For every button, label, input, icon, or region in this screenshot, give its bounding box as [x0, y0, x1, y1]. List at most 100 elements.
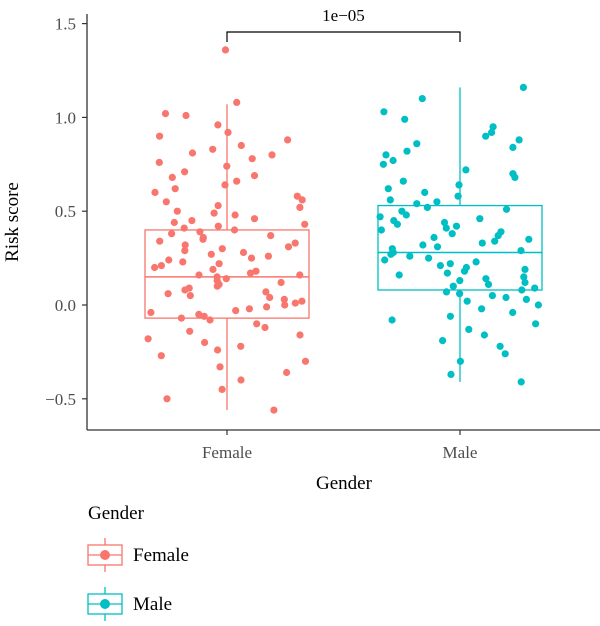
data-point: [216, 363, 224, 371]
data-point: [250, 215, 259, 223]
data-point: [173, 207, 181, 215]
y-tick-label: 1.5: [55, 15, 76, 34]
data-point: [488, 128, 496, 136]
data-point: [180, 224, 188, 232]
legend: Gender Female Male: [87, 503, 189, 621]
data-point: [403, 147, 411, 155]
data-point: [393, 220, 401, 228]
data-point: [455, 181, 463, 189]
data-point: [222, 275, 230, 283]
data-point: [296, 271, 304, 279]
data-point: [196, 228, 204, 236]
data-point: [531, 284, 539, 292]
data-point: [446, 260, 454, 268]
data-point: [188, 149, 197, 157]
data-point: [509, 308, 517, 317]
data-point: [209, 265, 217, 273]
data-point: [214, 346, 222, 354]
data-point: [509, 143, 517, 151]
data-point: [440, 218, 449, 227]
data-point: [298, 196, 306, 204]
data-point: [401, 115, 409, 123]
data-point: [280, 295, 288, 303]
data-point: [491, 237, 499, 245]
p-value-label: 1e−05: [322, 6, 365, 25]
data-point: [494, 232, 502, 240]
data-point: [442, 288, 451, 296]
data-point: [525, 235, 533, 243]
data-point: [171, 185, 179, 193]
data-point: [298, 297, 306, 305]
data-point: [214, 121, 222, 129]
data-point: [482, 132, 490, 140]
data-point: [155, 158, 163, 166]
data-point: [221, 181, 229, 189]
axes: [86, 14, 600, 431]
data-point: [413, 200, 421, 208]
data-point: [518, 286, 526, 294]
data-point: [214, 202, 222, 210]
data-point: [522, 295, 531, 303]
data-point: [446, 312, 454, 320]
data-point: [519, 83, 528, 91]
data-point: [521, 265, 529, 273]
data-point: [157, 352, 165, 360]
data-point: [250, 172, 259, 180]
y-axis-title: Risk score: [2, 182, 23, 262]
data-point: [181, 286, 189, 294]
data-point: [245, 305, 253, 313]
data-point: [418, 95, 426, 103]
data-point: [443, 269, 451, 277]
data-point: [406, 252, 414, 260]
data-point: [195, 310, 203, 318]
data-point: [399, 177, 407, 185]
data-point: [161, 110, 170, 118]
data-point: [181, 247, 189, 255]
data-point: [218, 245, 226, 253]
data-point: [382, 151, 390, 159]
data-point: [179, 258, 187, 266]
data-point: [517, 247, 525, 255]
data-point: [162, 198, 170, 206]
data-point: [239, 248, 248, 257]
data-point: [380, 108, 388, 116]
data-point: [425, 254, 433, 262]
data-point: [448, 230, 456, 238]
legend-label: Male: [133, 594, 172, 615]
data-point: [195, 271, 203, 279]
data-point: [201, 338, 209, 347]
data-point: [377, 226, 385, 234]
data-point: [472, 258, 480, 266]
data-point: [214, 222, 222, 230]
box: [377, 204, 543, 291]
data-point: [293, 192, 301, 200]
data-point: [421, 188, 429, 196]
data-point: [177, 314, 185, 322]
data-point: [270, 406, 278, 414]
data-point: [215, 260, 223, 268]
data-point: [465, 325, 473, 333]
data-point: [381, 256, 389, 264]
data-point: [188, 217, 196, 225]
data-point: [478, 239, 486, 247]
data-point: [266, 293, 274, 302]
data-point: [268, 151, 276, 159]
data-point: [181, 241, 189, 249]
data-point: [237, 342, 245, 350]
significance-bracket-line: [226, 31, 461, 42]
data-point: [419, 241, 427, 249]
data-point: [247, 254, 256, 262]
data-point: [376, 213, 384, 221]
data-point: [168, 173, 176, 181]
data-point: [476, 215, 484, 223]
data-point: [460, 267, 469, 275]
data-point: [496, 342, 504, 350]
data-point: [232, 307, 240, 315]
data-point: [262, 288, 270, 296]
data-point: [207, 250, 215, 258]
data-point: [449, 282, 457, 290]
data-point: [301, 220, 309, 228]
data-point: [501, 350, 509, 358]
data-point: [230, 226, 239, 234]
data-point: [433, 198, 441, 206]
